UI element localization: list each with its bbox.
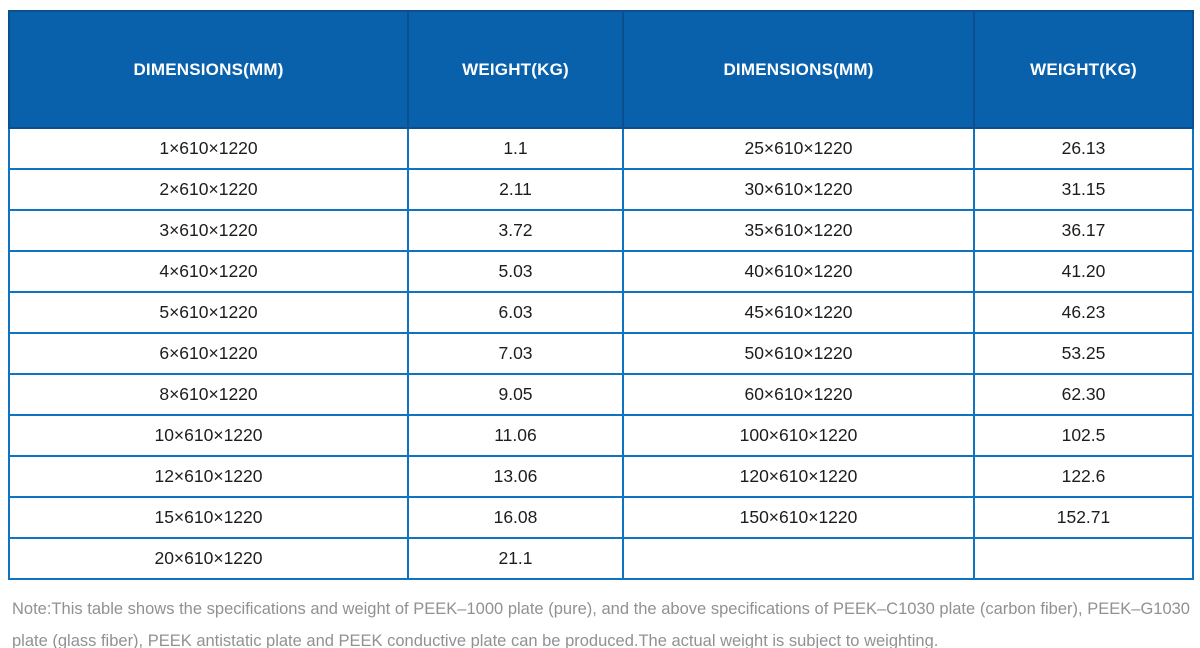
dimensions-cell: 12×610×1220 (8, 455, 409, 498)
col-header-dimensions-right: DIMENSIONS(MM) (622, 10, 975, 129)
col-header-dimensions-left: DIMENSIONS(MM) (8, 10, 409, 129)
table-row: 15×610×1220 16.08 150×610×1220 152.71 (8, 496, 1194, 539)
weight-cell (973, 537, 1194, 580)
table-row: 2×610×1220 2.11 30×610×1220 31.15 (8, 168, 1194, 211)
weight-cell: 11.06 (407, 414, 624, 457)
weight-cell: 31.15 (973, 168, 1194, 211)
dimensions-cell: 120×610×1220 (622, 455, 975, 498)
table-header: DIMENSIONS(MM) WEIGHT(KG) DIMENSIONS(MM)… (8, 10, 1194, 129)
weight-cell: 53.25 (973, 332, 1194, 375)
weight-cell: 46.23 (973, 291, 1194, 334)
weight-cell: 7.03 (407, 332, 624, 375)
dimensions-cell: 40×610×1220 (622, 250, 975, 293)
weight-cell: 6.03 (407, 291, 624, 334)
weight-cell: 102.5 (973, 414, 1194, 457)
dimensions-cell: 30×610×1220 (622, 168, 975, 211)
weight-cell: 122.6 (973, 455, 1194, 498)
weight-cell: 2.11 (407, 168, 624, 211)
dimensions-cell: 50×610×1220 (622, 332, 975, 375)
dimensions-cell: 25×610×1220 (622, 127, 975, 170)
dimensions-cell: 35×610×1220 (622, 209, 975, 252)
col-header-weight-right: WEIGHT(KG) (973, 10, 1194, 129)
dimensions-cell: 4×610×1220 (8, 250, 409, 293)
dimensions-cell: 2×610×1220 (8, 168, 409, 211)
peek-weight-table: DIMENSIONS(MM) WEIGHT(KG) DIMENSIONS(MM)… (8, 10, 1194, 580)
weight-cell: 9.05 (407, 373, 624, 416)
table-row: 1×610×1220 1.1 25×610×1220 26.13 (8, 127, 1194, 170)
weight-cell: 41.20 (973, 250, 1194, 293)
dimensions-cell: 8×610×1220 (8, 373, 409, 416)
table-row: 4×610×1220 5.03 40×610×1220 41.20 (8, 250, 1194, 293)
table-row: 3×610×1220 3.72 35×610×1220 36.17 (8, 209, 1194, 252)
weight-cell: 5.03 (407, 250, 624, 293)
table-row: 8×610×1220 9.05 60×610×1220 62.30 (8, 373, 1194, 416)
dimensions-cell: 60×610×1220 (622, 373, 975, 416)
weight-cell: 62.30 (973, 373, 1194, 416)
dimensions-cell: 15×610×1220 (8, 496, 409, 539)
weight-cell: 1.1 (407, 127, 624, 170)
weight-cell: 26.13 (973, 127, 1194, 170)
header-row: DIMENSIONS(MM) WEIGHT(KG) DIMENSIONS(MM)… (8, 10, 1194, 129)
weight-cell: 152.71 (973, 496, 1194, 539)
table-row: 6×610×1220 7.03 50×610×1220 53.25 (8, 332, 1194, 375)
weight-cell: 3.72 (407, 209, 624, 252)
note-text: Note:This table shows the specifications… (12, 600, 1190, 648)
weight-cell: 21.1 (407, 537, 624, 580)
dimensions-cell: 6×610×1220 (8, 332, 409, 375)
dimensions-cell: 150×610×1220 (622, 496, 975, 539)
dimensions-cell: 20×610×1220 (8, 537, 409, 580)
weight-cell: 16.08 (407, 496, 624, 539)
dimensions-cell (622, 537, 975, 580)
dimensions-cell: 10×610×1220 (8, 414, 409, 457)
table-body: 1×610×1220 1.1 25×610×1220 26.13 2×610×1220 2… (8, 127, 1194, 580)
table-row: 5×610×1220 6.03 45×610×1220 46.23 (8, 291, 1194, 334)
table-row: 20×610×1220 21.1 (8, 537, 1194, 580)
weight-cell: 13.06 (407, 455, 624, 498)
dimensions-cell: 1×610×1220 (8, 127, 409, 170)
dimensions-cell: 100×610×1220 (622, 414, 975, 457)
dimensions-cell: 45×610×1220 (622, 291, 975, 334)
col-header-weight-left: WEIGHT(KG) (407, 10, 624, 129)
dimensions-cell: 3×610×1220 (8, 209, 409, 252)
table-row: 12×610×1220 13.06 120×610×1220 122.6 (8, 455, 1194, 498)
table-row: 10×610×1220 11.06 100×610×1220 102.5 (8, 414, 1194, 457)
dimensions-cell: 5×610×1220 (8, 291, 409, 334)
weight-cell: 36.17 (973, 209, 1194, 252)
